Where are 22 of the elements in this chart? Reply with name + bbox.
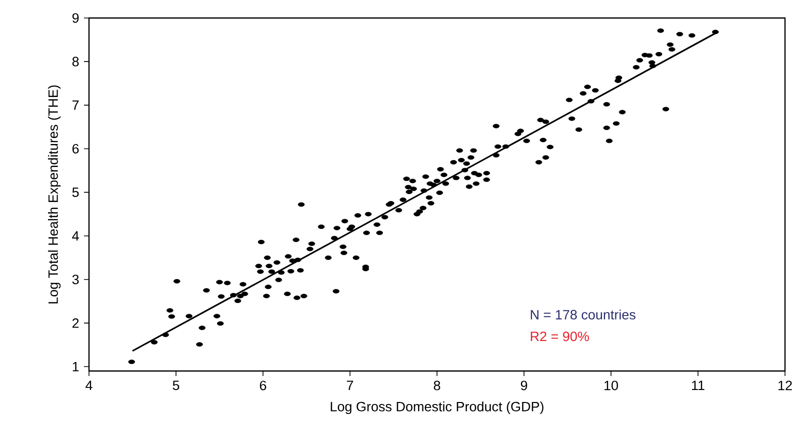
y-axis-title: Log Total Health Expenditures (THE) (48, 85, 61, 304)
y-tick-label: 8 (72, 56, 79, 66)
y-tick-label: 7 (72, 100, 79, 110)
x-tick-label: 5 (172, 380, 180, 390)
y-tick-label: 4 (72, 231, 79, 241)
y-tick-label: 3 (72, 274, 79, 284)
x-tick-label: 8 (434, 380, 440, 390)
y-tick-label: 5 (72, 188, 79, 198)
y-tick-label: 6 (72, 144, 79, 154)
y-tick-label: 9 (72, 13, 79, 23)
x-tick-label: 11 (692, 380, 704, 390)
annotation: N = 178 countries (530, 310, 636, 320)
annotation: R2 = 90% (530, 332, 589, 342)
x-tick-label: 6 (260, 380, 266, 390)
y-tick-label: 1 (72, 362, 79, 372)
y-tick-label: 2 (72, 318, 79, 328)
x-tick-label: 10 (604, 380, 618, 390)
x-tick-label: 7 (346, 380, 354, 390)
x-tick-label: 12 (778, 380, 792, 390)
x-tick-label: 4 (86, 380, 92, 390)
x-tick-label: 9 (520, 380, 528, 390)
x-axis-title: Log Gross Domestic Product (GDP) (330, 401, 544, 414)
